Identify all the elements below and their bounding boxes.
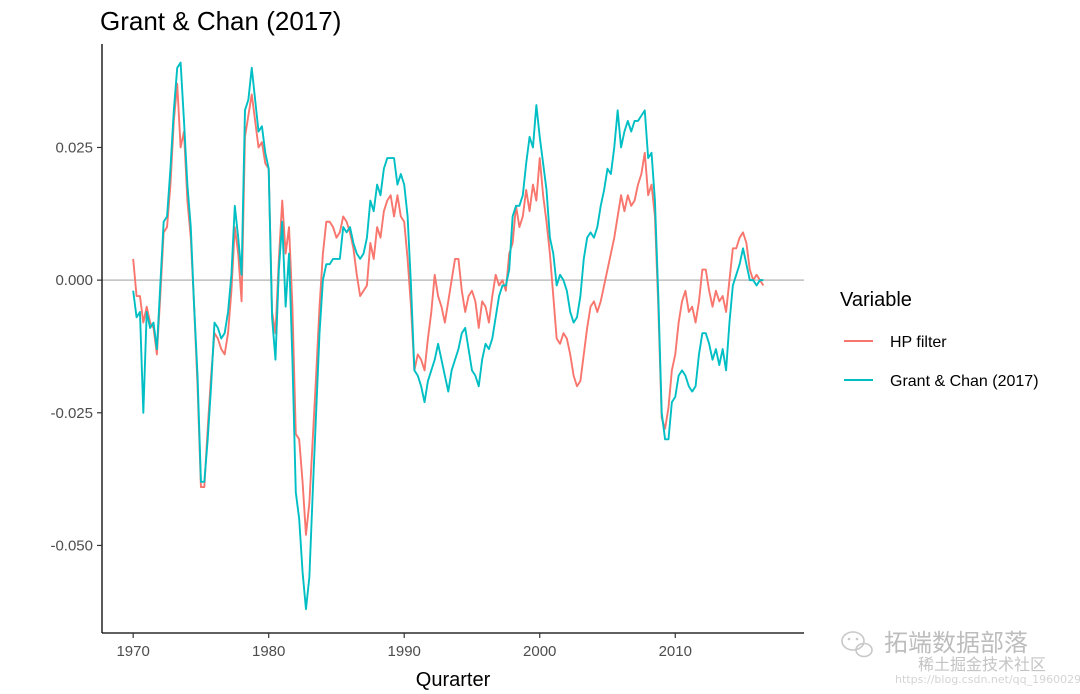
x-axis-ticks: 1970 1980 1990 2000 2010 <box>116 633 692 660</box>
series-line-grant-chan <box>132 61 764 611</box>
chart-title: Grant & Chan (2017) <box>100 6 341 36</box>
y-tick-label: 0.000 <box>55 272 93 289</box>
x-tick-label: 2000 <box>523 643 556 660</box>
watermark: 拓端数据部落 稀土掘金技术社区 https://blog.csdn.net/qq… <box>841 629 1080 686</box>
y-tick-label: -0.050 <box>50 537 93 554</box>
watermark-community: 稀土掘金技术社区 <box>918 655 1046 674</box>
x-axis-title: Qurarter <box>416 669 491 691</box>
x-tick-label: 1970 <box>116 643 149 660</box>
legend-title: Variable <box>840 289 912 311</box>
plot-area <box>102 61 804 611</box>
y-tick-label: 0.025 <box>55 139 93 156</box>
legend-label-grant-chan: Grant & Chan (2017) <box>890 373 1039 390</box>
y-axis-ticks: 0.025 0.000 -0.025 -0.050 <box>50 139 102 554</box>
legend-entries: HP filter Grant & Chan (2017) <box>844 334 1039 390</box>
x-tick-label: 1980 <box>252 643 285 660</box>
series-layer <box>132 61 765 611</box>
x-tick-label: 1990 <box>388 643 421 660</box>
legend: Variable HP filter Grant & Chan (2017) <box>840 289 1039 390</box>
legend-label-hp-filter: HP filter <box>890 334 947 351</box>
watermark-brand: 拓端数据部落 <box>884 629 1028 657</box>
y-tick-label: -0.025 <box>50 405 93 422</box>
watermark-url: https://blog.csdn.net/qq_19600291 <box>895 673 1080 686</box>
wechat-icon <box>841 631 873 658</box>
x-tick-label: 2010 <box>659 643 692 660</box>
axes: 0.025 0.000 -0.025 -0.050 1970 1980 1990 2000 2… <box>50 44 804 660</box>
